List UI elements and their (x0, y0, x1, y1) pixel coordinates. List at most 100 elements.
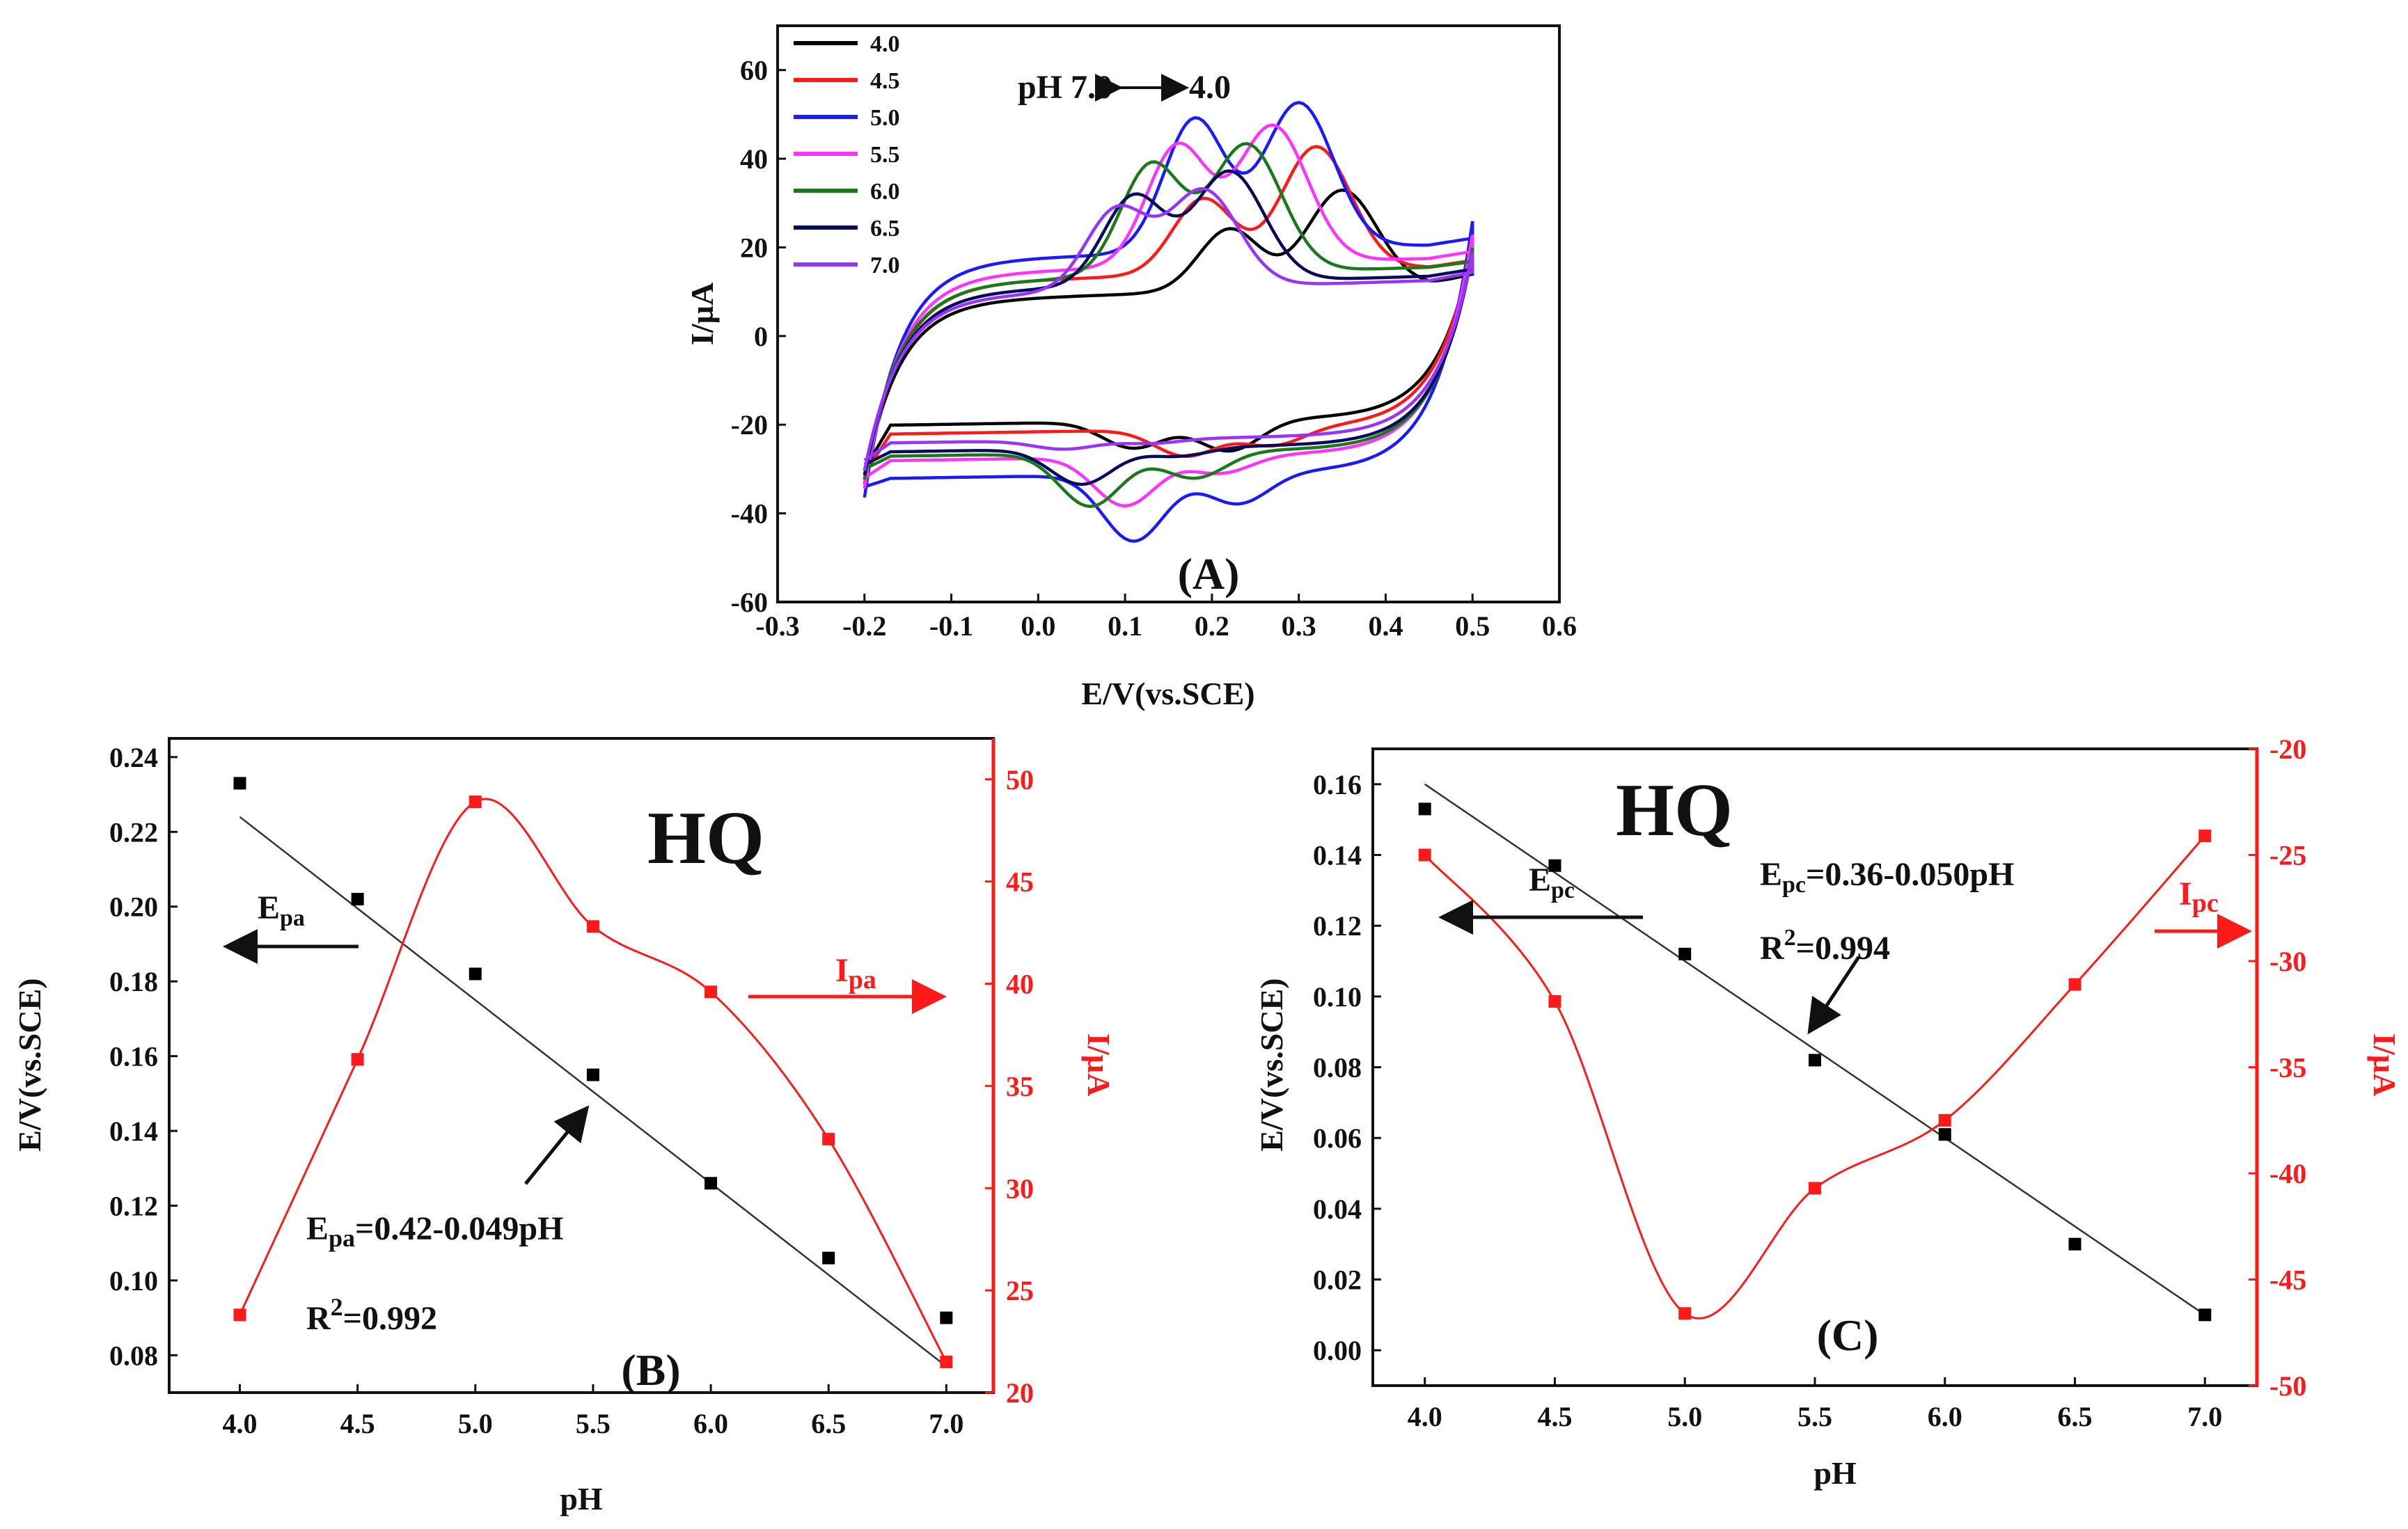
panel-a-x-tick-label: 0.6 (1542, 610, 1577, 642)
panel-c-y-tick-label: 0.02 (1313, 1265, 1362, 1296)
panel-c-y-tick-label: 0.04 (1313, 1194, 1362, 1225)
panel-b-y-label: E/V(vs.SCE) (12, 978, 47, 1151)
panel-a-y-tick-label: 40 (740, 143, 768, 175)
panel-b-potential-point (233, 777, 246, 790)
panel-b-ipa-label: Ipa (835, 952, 876, 995)
panel-b-potential-point (469, 967, 482, 981)
panel-b-right-y-label: I/µA (1081, 1033, 1117, 1096)
panel-b-potential-point (705, 1177, 718, 1190)
panel-b-fit-line (239, 816, 947, 1368)
panel-b-fit-arrow (524, 1105, 590, 1185)
panel-b-right-y-ticks: 20 25 30 35 40 45 50 (985, 738, 1034, 1409)
panel-b-current-point (586, 920, 599, 933)
panel-a-legend-label: 5.0 (870, 105, 900, 131)
panel-c-y-tick-label: 0.08 (1313, 1052, 1362, 1084)
panel-b-right-y-tick-label: 35 (1006, 1070, 1034, 1102)
panel-a-legend-label: 5.5 (870, 142, 900, 168)
panel-c-potential-point (2068, 1237, 2082, 1251)
panel-b-right-y-tick-label: 30 (1006, 1173, 1034, 1204)
panel-a-label: (A) (1178, 549, 1240, 599)
panel-b-y-tick-label: 0.14 (109, 1116, 158, 1147)
panel-c-potential-point (2198, 1308, 2212, 1322)
panel-c-epc-arrow-group: Epc (1438, 862, 1643, 935)
panel-a-x-tick-label: -0.3 (755, 610, 799, 642)
panel-c-y-ticks: 0.00 0.02 0.04 0.06 0.08 0.10 0.12 0.14 0.16 (1313, 769, 1381, 1366)
panel-c-y-tick-label: 0.12 (1313, 910, 1362, 942)
panel-a-x-tick-label: 0.0 (1021, 610, 1055, 642)
panel-c-x-tick-label: 5.5 (1797, 1401, 1832, 1432)
panel-c-y-tick-label: 0.00 (1313, 1335, 1362, 1366)
panel-c-current-point (1809, 1182, 1821, 1195)
panel-b-x-tick-label: 4.0 (222, 1408, 257, 1439)
panel-b-epa-arrow-group: Epa (223, 889, 359, 964)
panel-c-epc-label: Epc (1529, 862, 1575, 903)
panel-b-potential-point (351, 892, 364, 905)
panel-a-legend: 4.0 4.5 5.0 5.5 6.0 6.5 7.0 (794, 31, 900, 278)
panel-b-right-y-tick-label: 40 (1006, 969, 1034, 1000)
panel-a-cv-curve-ph-7.0 (863, 187, 1474, 471)
panel-c-ipc-arrow-group: Ipc (2155, 876, 2252, 949)
panel-a-y-tick-label: 60 (740, 55, 768, 86)
panel-a-x-tick-label: 0.1 (1108, 610, 1142, 642)
panel-c-right-y-tick-label: -45 (2269, 1265, 2306, 1296)
panel-c-equation: Epc=0.36-0.050pH (1760, 856, 2014, 898)
panel-a-cv-curve-ph-5.0 (863, 100, 1474, 543)
panel-c-y-tick-label: 0.14 (1313, 840, 1362, 871)
panel-c-frame (1371, 747, 2258, 1387)
panel-a-x-tick-label: 0.2 (1195, 610, 1229, 642)
panel-a-frame (776, 24, 1561, 603)
panel-c-current-point (2198, 830, 2212, 843)
panel-c-right-y-tick-label: -35 (2269, 1052, 2306, 1084)
panel-b-current-point (822, 1132, 835, 1146)
panel-b-x-ticks: 4.0 4.5 5.0 5.5 6.0 6.5 7.0 (222, 1384, 963, 1439)
panel-c-potential-point (1678, 947, 1692, 960)
panel-c-x-tick-label: 4.5 (1537, 1401, 1572, 1432)
panel-a-x-tick-label: -0.1 (929, 610, 973, 642)
panel-c-current-point (1548, 995, 1561, 1008)
panel-c-ipc-label: Ipc (2179, 876, 2219, 918)
panel-c-right-y-tick-label: -25 (2269, 840, 2306, 871)
panel-c-x-tick-label: 4.0 (1408, 1401, 1442, 1432)
panel-c-current-point (1418, 848, 1431, 862)
panel-a-x-tick-label: 0.5 (1455, 610, 1490, 642)
panel-b-y-tick-label: 0.18 (109, 966, 158, 997)
panel-b-current-point (940, 1355, 953, 1368)
panel-c-fit-line (1424, 783, 2205, 1316)
panel-b-potential-point (586, 1068, 599, 1082)
panel-c-title: HQ (1616, 769, 1733, 852)
panel-c-right-y-tick-label: -30 (2269, 946, 2306, 977)
panel-b-r2: R2=0.992 (306, 1293, 437, 1337)
panel-c-r2: R2=0.994 (1760, 925, 1890, 967)
panel-c-current-curve (1424, 835, 2206, 1320)
panel-b-y-ticks: 0.08 0.10 0.12 0.14 0.16 0.18 0.20 0.22 0.24 (109, 742, 178, 1371)
panel-b-potential-point (822, 1251, 835, 1265)
panel-c-x-tick-label: 6.5 (2058, 1401, 2093, 1432)
panel-c-potential-point (1418, 802, 1431, 816)
panel-b-y-tick-label: 0.08 (109, 1340, 158, 1371)
panel-a-y-tick-label: 20 (740, 232, 768, 263)
panel-b-current-point (351, 1053, 364, 1066)
panel-c-right-y-tick-label: -50 (2269, 1370, 2306, 1402)
panel-c-potential-point (1809, 1054, 1821, 1067)
panel-a-cv-curve-ph-5.5 (863, 123, 1474, 508)
panel-b-y-tick-label: 0.22 (109, 816, 158, 848)
panel-a-y-tick-label: -40 (731, 498, 768, 530)
panel-b-label: (B) (621, 1345, 680, 1395)
panel-c-fit-arrow (1807, 956, 1861, 1035)
panel-c-x-tick-label: 7.0 (2187, 1401, 2222, 1432)
panel-c-right-y-tick-label: -20 (2269, 734, 2306, 765)
panel-a-legend-label: 6.0 (870, 179, 900, 205)
panel-c-current-point (1678, 1307, 1692, 1320)
panel-a-annotation-right: 4.0 (1189, 69, 1231, 106)
panel-b-y-tick-label: 0.12 (109, 1190, 158, 1221)
panel-b-current-point (705, 985, 718, 999)
panel-c-marks (1418, 783, 2212, 1322)
panel-c-y-label: E/V(vs.SCE) (1254, 978, 1289, 1151)
panel-c-current-point (2068, 978, 2082, 991)
panel-a-ph-annotation: pH 7.0 4.0 (1018, 69, 1231, 106)
panel-b-y-tick-label: 0.16 (109, 1041, 158, 1072)
panel-b-x-tick-label: 5.0 (458, 1408, 493, 1439)
panel-a-legend-label: 4.5 (870, 68, 900, 94)
panel-b-x-tick-label: 7.0 (929, 1408, 963, 1439)
